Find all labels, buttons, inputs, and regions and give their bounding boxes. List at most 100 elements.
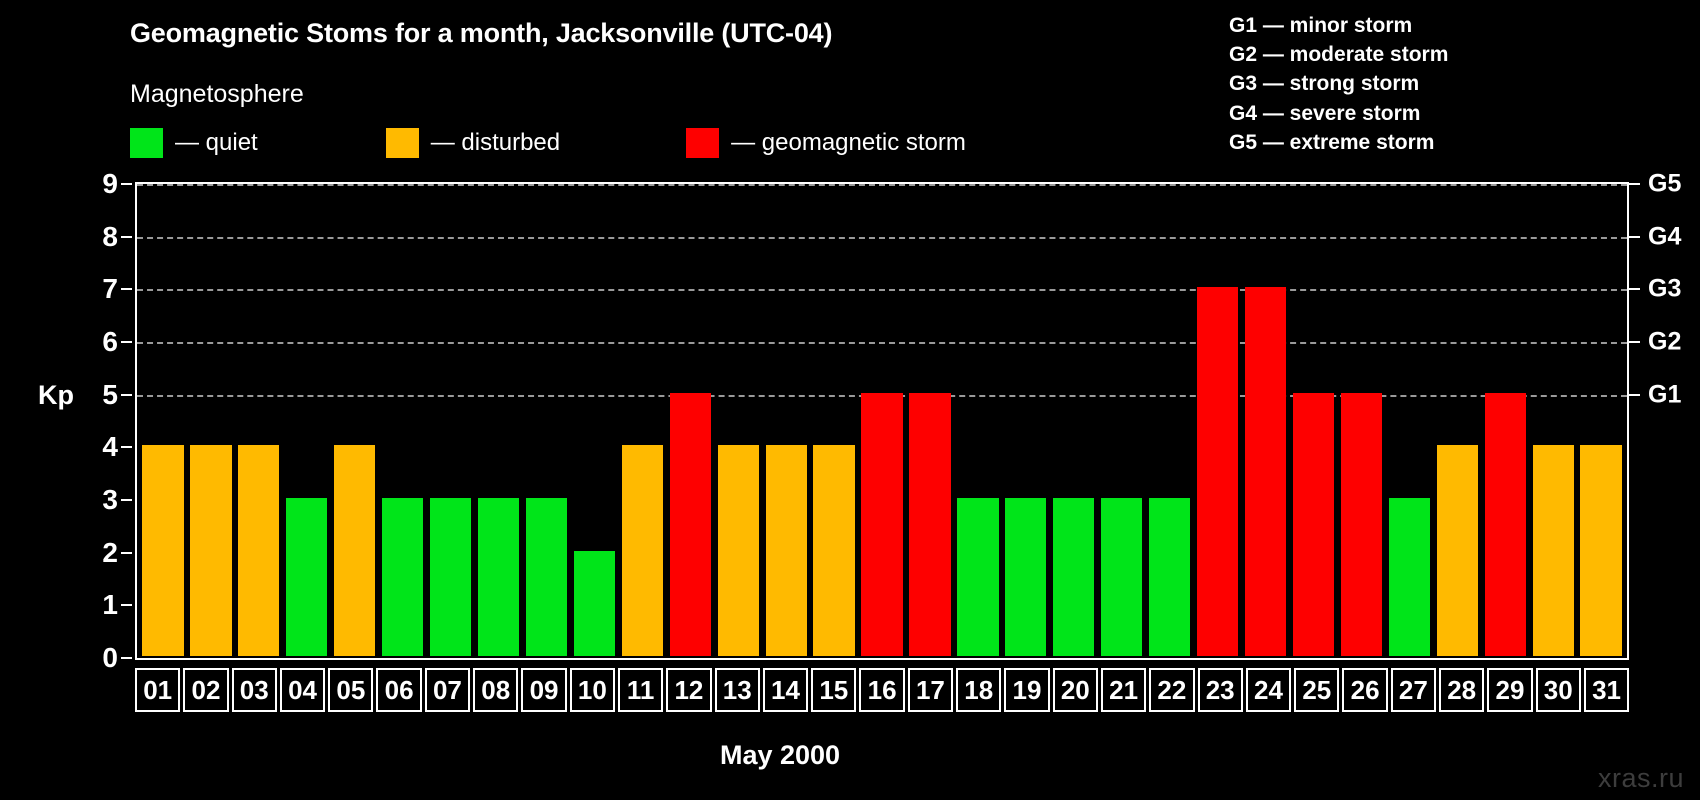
bar-day-24[interactable]: [1244, 287, 1287, 656]
day-label: 11: [626, 675, 655, 705]
day-cell-16[interactable]: 16: [859, 668, 905, 712]
day-cell-01[interactable]: 01: [135, 668, 181, 712]
day-label: 04: [288, 675, 317, 705]
day-cell-25[interactable]: 25: [1294, 668, 1340, 712]
bar-day-13[interactable]: [717, 445, 759, 656]
bar-slot: [1385, 184, 1433, 656]
day-cell-31[interactable]: 31: [1583, 668, 1630, 712]
day-label: 27: [1398, 675, 1428, 705]
day-cell-03[interactable]: 03: [231, 668, 277, 712]
bar-day-25[interactable]: [1292, 392, 1335, 656]
y-tick-label-1: 1: [102, 589, 118, 621]
bar-day-28[interactable]: [1436, 445, 1478, 656]
bar-day-19[interactable]: [1005, 498, 1047, 656]
bar-slot: [1481, 184, 1529, 656]
bar-day-17[interactable]: [909, 392, 951, 656]
bar-day-18[interactable]: [957, 498, 999, 656]
y-axis: 0 1 2 3 4 5 6 7 8 9: [84, 170, 132, 672]
day-cell-11[interactable]: 11: [617, 668, 664, 712]
bar-day-07[interactable]: [429, 498, 472, 656]
day-cell-22[interactable]: 22: [1149, 668, 1195, 712]
g-tick-mark-G2: [1629, 341, 1640, 343]
bar-day-01[interactable]: [142, 445, 184, 656]
day-label: 01: [143, 675, 173, 705]
bar-day-20[interactable]: [1053, 498, 1095, 656]
bar-slot: [1098, 184, 1146, 656]
bar-day-11[interactable]: [621, 445, 663, 656]
bar-day-14[interactable]: [765, 445, 807, 656]
day-cell-17[interactable]: 17: [907, 668, 954, 712]
bar-day-30[interactable]: [1532, 445, 1574, 656]
bar-day-21[interactable]: [1101, 498, 1143, 656]
day-label: 23: [1205, 675, 1235, 705]
bar-day-12[interactable]: [669, 392, 711, 656]
day-cell-14[interactable]: 14: [762, 668, 809, 712]
g-axis: G5 G4 G3 G2 G1: [1629, 171, 1699, 660]
bar-day-23[interactable]: [1196, 287, 1239, 656]
day-cell-15[interactable]: 15: [811, 668, 857, 712]
gscale-legend: G1 — minor storm G2 — moderate storm G3 — …: [1229, 11, 1448, 157]
day-cell-30[interactable]: 30: [1535, 668, 1581, 712]
day-cell-26[interactable]: 26: [1342, 668, 1388, 712]
g-tick-mark-G3: [1629, 288, 1640, 291]
bar-day-22[interactable]: [1149, 498, 1191, 656]
bar-slot: [1194, 184, 1242, 656]
bar-slot: [1577, 184, 1625, 656]
day-cell-10[interactable]: 10: [569, 668, 615, 712]
bar-day-04[interactable]: [286, 498, 328, 656]
bar-day-03[interactable]: [238, 445, 280, 656]
y-tick-mark-8: [121, 235, 132, 238]
day-label: 26: [1350, 675, 1380, 705]
bar-slot: [666, 184, 714, 656]
day-cell-08[interactable]: 08: [473, 668, 519, 712]
day-cell-21[interactable]: 21: [1100, 668, 1147, 712]
day-cell-02[interactable]: 02: [183, 668, 229, 712]
y-tick-mark-4: [121, 446, 132, 449]
day-cell-04[interactable]: 04: [279, 668, 326, 712]
day-cell-06[interactable]: 06: [376, 668, 422, 712]
day-cell-23[interactable]: 23: [1197, 668, 1243, 712]
y-tick-mark-0: [121, 657, 132, 659]
y-tick-label-3: 3: [102, 484, 118, 515]
day-cell-18[interactable]: 18: [956, 668, 1002, 712]
bar-day-06[interactable]: [382, 498, 424, 656]
day-label: 29: [1495, 675, 1525, 705]
bar-day-27[interactable]: [1388, 498, 1430, 656]
g-tick-label-G5: G5: [1648, 169, 1682, 198]
gscale-legend-line-1: G1 — minor storm: [1229, 14, 1413, 37]
day-cell-12[interactable]: 12: [666, 668, 712, 712]
bar-day-29[interactable]: [1484, 392, 1526, 656]
day-cell-05[interactable]: 05: [328, 668, 374, 712]
y-tick-label-5: 5: [102, 378, 118, 410]
legend-swatch-quiet-icon: [130, 128, 163, 158]
bar-day-05[interactable]: [334, 445, 376, 656]
bar-day-02[interactable]: [190, 445, 232, 656]
legend-label-storm: — geomagnetic storm: [731, 129, 966, 156]
day-cell-20[interactable]: 20: [1052, 668, 1098, 712]
bar-day-09[interactable]: [525, 498, 568, 656]
bar-day-26[interactable]: [1340, 392, 1383, 656]
y-tick-mark-6: [121, 341, 132, 343]
bar-day-08[interactable]: [477, 498, 520, 656]
day-cell-27[interactable]: 27: [1390, 668, 1437, 712]
day-label: 13: [722, 675, 752, 705]
bar-day-15[interactable]: [813, 445, 855, 656]
legend-swatch-disturbed-icon: [385, 128, 419, 158]
legend-item-storm: — geomagnetic storm: [686, 128, 966, 158]
day-cell-09[interactable]: 09: [521, 668, 567, 712]
bar-day-31[interactable]: [1580, 445, 1622, 656]
g-tick-label-G4: G4: [1648, 222, 1682, 251]
legend-label-quiet: — quiet: [175, 129, 258, 156]
day-label: 19: [1012, 675, 1042, 705]
legend: — quiet — disturbed — geomagnetic storm: [130, 128, 966, 158]
day-cell-07[interactable]: 07: [424, 668, 471, 712]
bar-slot: [427, 184, 475, 656]
day-cell-24[interactable]: 24: [1245, 668, 1292, 712]
day-cell-28[interactable]: 28: [1439, 668, 1485, 712]
day-cell-19[interactable]: 19: [1004, 668, 1050, 712]
bar-day-10[interactable]: [573, 550, 616, 656]
bar-day-16[interactable]: [861, 392, 903, 656]
bar-slot: [762, 184, 810, 656]
day-cell-13[interactable]: 13: [714, 668, 760, 712]
day-cell-29[interactable]: 29: [1487, 668, 1533, 712]
